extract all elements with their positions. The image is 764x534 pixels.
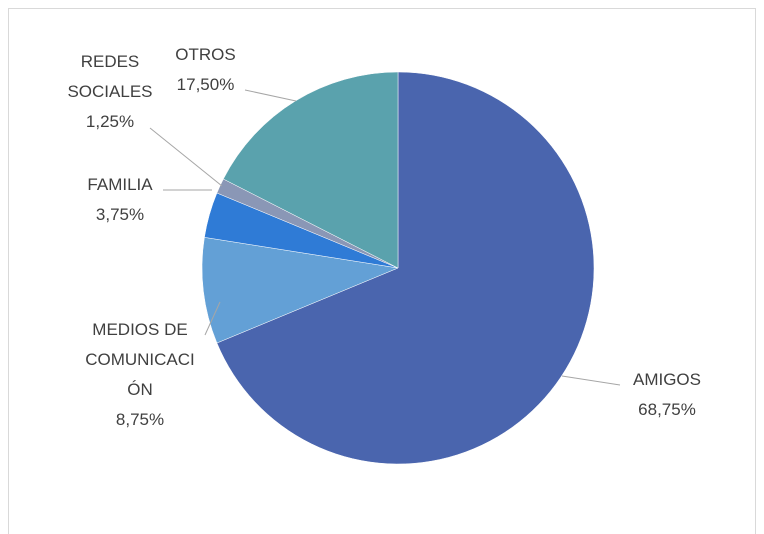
- pie-slice: [201, 237, 399, 344]
- leader-line: [149, 127, 223, 187]
- leader-line: [561, 375, 621, 386]
- category-label: REDES SOCIALES: [67, 52, 153, 101]
- value-label: 8,75%: [115, 410, 165, 429]
- leader-line: [244, 89, 297, 102]
- leader-line: [204, 301, 221, 336]
- data-label: MEDIOS DE COMUNICACIÓN 8,75%: [80, 315, 200, 435]
- category-label: AMIGOS: [632, 370, 701, 389]
- value-label: 3,75%: [95, 205, 145, 224]
- chart-frame: [8, 8, 756, 534]
- data-label: AMIGOS 68,75%: [612, 365, 722, 425]
- value-label: 17,50%: [176, 75, 235, 94]
- data-label: REDES SOCIALES 1,25%: [60, 47, 160, 137]
- category-label: FAMILIA: [87, 175, 153, 194]
- value-label: 1,25%: [85, 112, 135, 131]
- data-label: OTROS 17,50%: [158, 40, 253, 100]
- category-label: MEDIOS DE COMUNICACIÓN: [85, 320, 195, 399]
- data-label: FAMILIA 3,75%: [70, 170, 170, 230]
- category-label: OTROS: [175, 45, 236, 64]
- value-label: 68,75%: [638, 400, 696, 419]
- pie-slice: [216, 71, 595, 465]
